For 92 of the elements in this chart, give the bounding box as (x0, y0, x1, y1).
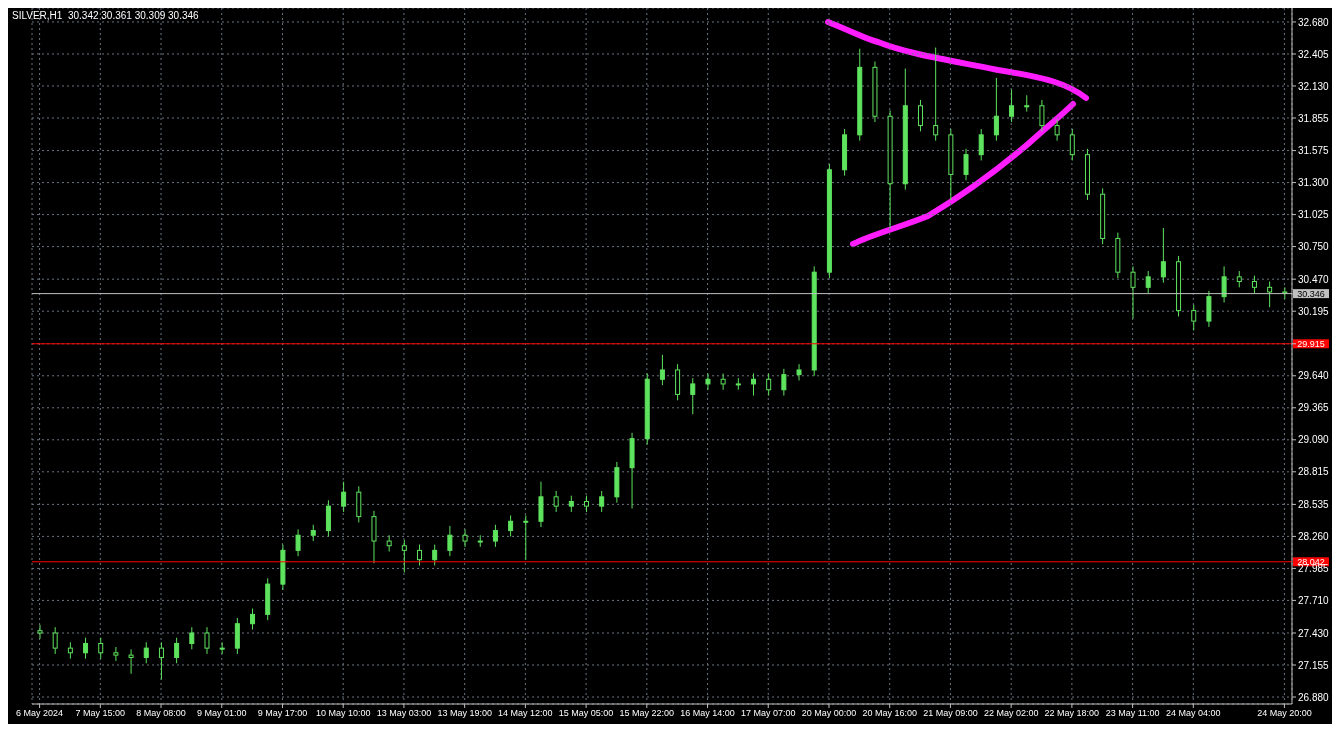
x-tick-label: 13 May 19:00 (437, 708, 492, 719)
y-tick-label: 28.815 (1298, 466, 1330, 478)
ref-line-label: 30.346 (1297, 289, 1325, 300)
candlestick (83, 637, 89, 660)
candlestick (720, 372, 726, 391)
x-tick-label: 22 May 02:00 (983, 708, 1039, 719)
y-tick-label: 30.470 (1298, 273, 1330, 285)
candlestick (113, 646, 119, 662)
candlestick (508, 514, 514, 537)
x-tick-label: 6 May 2024 (16, 708, 64, 719)
candlestick (1191, 304, 1197, 331)
candlestick (462, 528, 468, 548)
candlestick (690, 377, 696, 415)
y-tick-label: 27.430 (1298, 627, 1330, 639)
candlestick (98, 637, 104, 660)
candlestick (523, 514, 529, 561)
candlestick (128, 648, 134, 675)
candlestick (143, 641, 149, 664)
candlestick (447, 525, 453, 557)
candlestick (204, 626, 210, 655)
y-tick-label: 31.300 (1298, 177, 1330, 189)
candlestick (492, 524, 498, 548)
y-tick-label: 29.090 (1298, 434, 1330, 446)
x-tick-label: 14 May 12:00 (498, 708, 553, 719)
candlestick (963, 148, 969, 181)
candlestick (37, 624, 43, 640)
candlestick (933, 47, 939, 142)
candlestick (1069, 128, 1075, 161)
x-tick-label: 21 May 09:00 (923, 708, 978, 719)
y-tick-label: 32.680 (1298, 16, 1330, 28)
y-tick-label: 30.195 (1298, 305, 1330, 317)
candlestick (659, 354, 665, 386)
candlestick (1221, 265, 1227, 303)
x-tick-label: 20 May 00:00 (801, 708, 857, 719)
y-tick-label: 31.025 (1298, 209, 1330, 221)
candlestick (1024, 94, 1030, 113)
y-tick-label: 31.575 (1298, 145, 1330, 157)
candlestick (705, 372, 711, 391)
x-tick-label: 22 May 18:00 (1044, 708, 1100, 719)
candlestick (917, 99, 923, 132)
candlestick (1160, 227, 1166, 284)
candlestick (993, 77, 999, 142)
candlestick (401, 539, 407, 573)
candlestick (599, 490, 605, 513)
candlestick (432, 544, 438, 566)
candlestick (1039, 99, 1045, 132)
x-tick-label: 9 May 17:00 (257, 708, 308, 719)
candlestick (250, 608, 256, 631)
candlestick (1009, 88, 1015, 123)
x-tick-label: 23 May 11:00 (1105, 708, 1160, 719)
candlestick (295, 528, 301, 557)
candlestick (750, 372, 756, 397)
x-tick-label: 16 May 14:00 (680, 708, 735, 719)
candlestick (553, 490, 559, 513)
candlestick (781, 368, 787, 397)
x-tick-label: 20 May 16:00 (862, 708, 917, 719)
candlestick (1130, 265, 1136, 320)
x-tick-label: 15 May 22:00 (619, 708, 675, 719)
x-tick-label: 15 May 05:00 (558, 708, 614, 719)
candlestick (1054, 119, 1060, 142)
candlestick (1267, 281, 1273, 308)
x-tick-label: 8 May 08:00 (136, 708, 186, 719)
x-tick-label: 24 May 04:00 (1166, 708, 1221, 719)
x-tick-label: 10 May 10:00 (315, 708, 371, 719)
candlestick (417, 544, 423, 566)
y-tick-label: 31.855 (1298, 112, 1330, 124)
candlestick (796, 363, 802, 381)
candlestick (189, 626, 195, 650)
candlestick (174, 637, 180, 664)
y-tick-label: 27.155 (1298, 659, 1330, 671)
candlestick (158, 641, 164, 681)
y-tick-label: 28.260 (1298, 530, 1330, 542)
candlestick (978, 128, 984, 161)
y-tick-label: 29.640 (1298, 370, 1330, 382)
ref-line-label: 29.915 (1297, 339, 1325, 350)
x-tick-label: 9 May 01:00 (196, 708, 247, 719)
x-tick-label: 7 May 15:00 (75, 708, 126, 719)
y-tick-label: 32.405 (1298, 48, 1330, 60)
x-tick-label: 24 May 20:00 (1257, 708, 1312, 719)
x-tick-label: 17 May 07:00 (740, 708, 796, 719)
candlestick (766, 372, 772, 397)
y-tick-label: 27.710 (1298, 594, 1330, 606)
y-tick-label: 32.130 (1298, 80, 1330, 92)
chart-title: SILVER,H1 30.342 30.361 30.309 30.346 (12, 10, 199, 21)
x-tick-label: 13 May 03:00 (376, 708, 432, 719)
y-tick-label: 29.365 (1298, 402, 1330, 414)
candlestick (341, 481, 347, 513)
candlestick (52, 626, 58, 655)
y-tick-label: 30.750 (1298, 241, 1330, 253)
y-tick-label: 28.535 (1298, 498, 1330, 510)
y-tick-label: 26.880 (1298, 691, 1330, 703)
candlestick (1145, 270, 1151, 294)
